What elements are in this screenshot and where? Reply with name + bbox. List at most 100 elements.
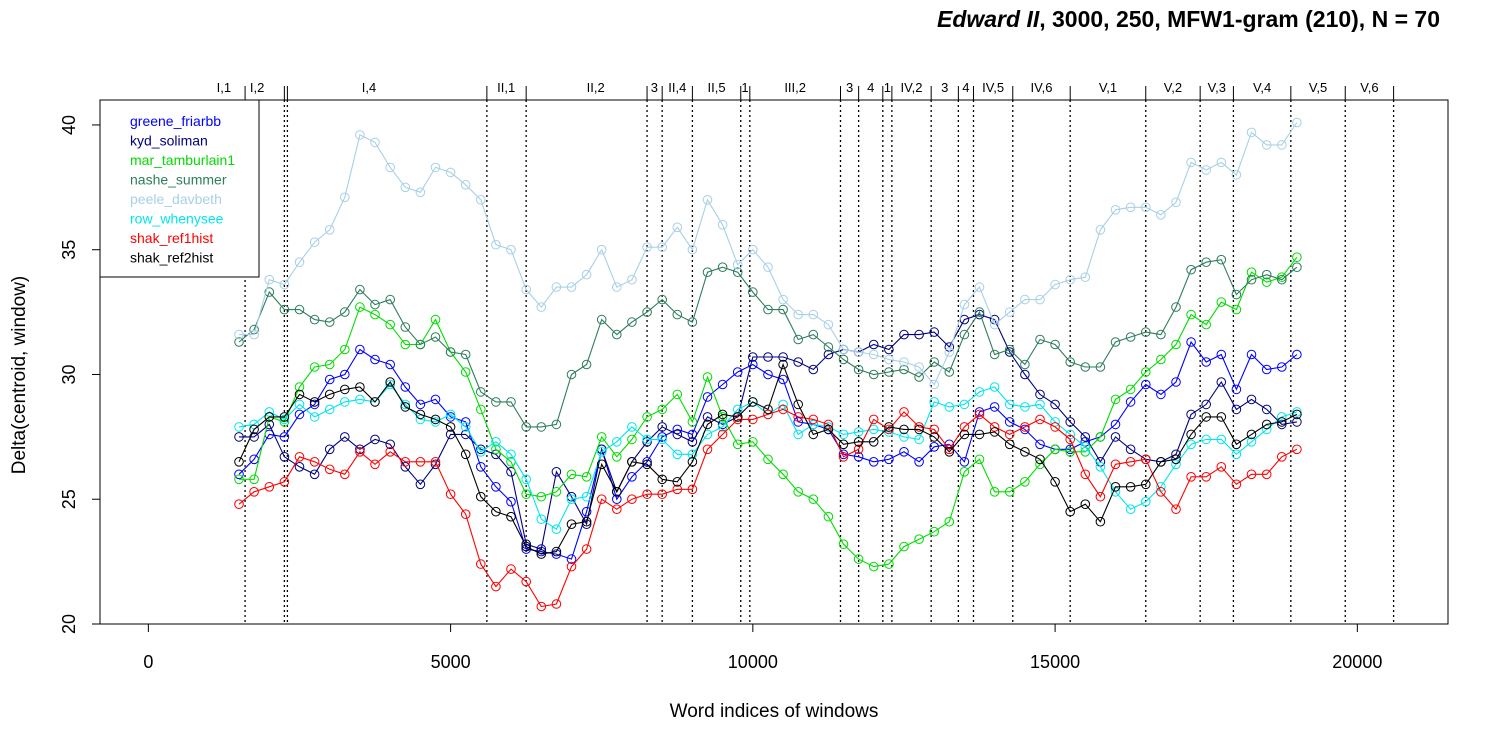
data-point: [415, 399, 426, 410]
y-tick-label: 25: [59, 489, 79, 509]
data-point: [914, 457, 924, 467]
data-point: [1125, 457, 1136, 467]
data-point: [627, 434, 637, 445]
legend-entry: mar_tamburlain1: [130, 152, 235, 168]
x-tick-label: 15000: [1030, 652, 1080, 672]
data-point: [294, 399, 305, 410]
data-point: [1125, 482, 1136, 492]
data-point: [506, 564, 516, 574]
data-point: [294, 257, 305, 268]
data-point: [944, 367, 955, 377]
data-point: [672, 222, 683, 233]
data-point: [430, 314, 441, 325]
data-point: [506, 244, 516, 255]
data-point: [551, 467, 562, 477]
data-point: [1156, 210, 1166, 220]
data-point: [793, 357, 804, 367]
data-point: [899, 364, 909, 375]
data-point: [445, 489, 456, 500]
data-point: [748, 397, 758, 407]
data-point: [1231, 289, 1242, 300]
data-point: [1080, 442, 1091, 452]
data-point: [445, 422, 456, 432]
data-point: [430, 414, 441, 425]
data-point: [400, 402, 411, 412]
data-point: [914, 424, 924, 435]
data-point: [1261, 419, 1272, 430]
data-point: [702, 392, 713, 402]
data-point: [596, 494, 607, 505]
data-point: [1110, 337, 1121, 347]
data-point: [1231, 304, 1242, 315]
data-point: [385, 319, 396, 330]
data-point: [1004, 487, 1015, 497]
series-line-shak_ref1hist: [238, 408, 1298, 608]
data-point: [1065, 506, 1075, 517]
plot-frame: [99, 99, 1449, 625]
data-point: [627, 317, 637, 327]
data-point: [460, 180, 471, 190]
data-point: [929, 357, 940, 367]
data-point: [415, 414, 426, 425]
data-point: [1110, 482, 1121, 492]
data-point: [324, 359, 335, 370]
data-point: [551, 549, 562, 559]
data-point: [899, 357, 909, 367]
data-point: [1186, 429, 1196, 440]
data-point: [460, 422, 471, 432]
data-point: [1020, 447, 1030, 457]
data-point: [1261, 364, 1272, 375]
data-point: [1080, 499, 1091, 510]
data-point: [1125, 202, 1136, 213]
data-point: [612, 494, 622, 505]
data-point: [1035, 294, 1045, 305]
data-point: [415, 409, 426, 420]
data-point: [899, 424, 909, 435]
data-point: [1277, 412, 1287, 422]
data-point: [1261, 469, 1272, 480]
scene-label: II,5: [708, 80, 726, 95]
data-point: [748, 437, 758, 447]
data-point: [793, 417, 804, 427]
scene-label: I,4: [362, 80, 376, 95]
data-point: [340, 384, 350, 395]
series-line-kyd_soliman: [239, 314, 1297, 550]
data-point: [914, 362, 924, 372]
scene-label: V,2: [1164, 80, 1182, 95]
data-point: [748, 414, 758, 425]
data-point: [445, 347, 456, 357]
scene-label: 1: [741, 80, 748, 95]
data-point: [1035, 439, 1045, 450]
data-point: [596, 459, 607, 470]
data-point: [1246, 429, 1257, 440]
data-point: [249, 432, 259, 442]
data-point: [959, 457, 970, 467]
data-point: [853, 444, 864, 455]
scene-label: 3: [651, 80, 658, 95]
data-point: [264, 287, 275, 297]
data-point: [249, 474, 259, 485]
data-point: [1141, 379, 1151, 390]
data-point: [385, 379, 396, 390]
data-point: [1004, 307, 1015, 317]
data-point: [324, 374, 335, 385]
data-point: [732, 414, 743, 425]
data-point: [400, 457, 411, 467]
data-point: [551, 599, 562, 609]
data-point: [1110, 459, 1121, 470]
data-point: [1246, 469, 1257, 480]
data-point: [808, 309, 819, 320]
data-point: [748, 287, 758, 297]
data-point: [717, 422, 728, 432]
data-point: [1171, 377, 1181, 387]
data-point: [989, 402, 1000, 412]
data-point: [763, 304, 773, 315]
data-point: [324, 317, 335, 327]
data-point: [415, 187, 426, 198]
data-point: [1277, 272, 1287, 283]
data-point: [732, 367, 743, 377]
data-point: [1277, 452, 1287, 462]
legend-entry: peele_davbeth: [130, 191, 222, 207]
data-point: [581, 472, 592, 482]
data-point: [1141, 496, 1151, 507]
